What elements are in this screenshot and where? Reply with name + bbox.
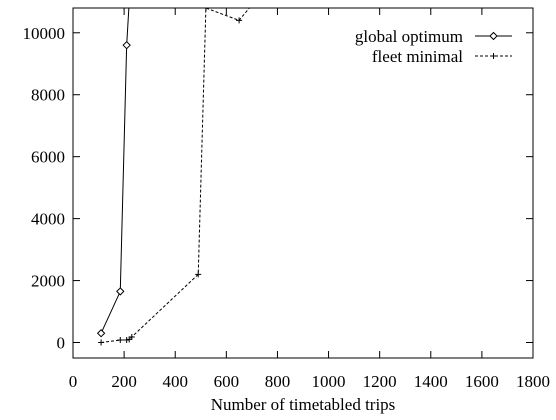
data-point [116,287,125,296]
legend-label: fleet minimal [372,47,463,66]
data-point [128,333,135,340]
x-axis-label: Number of timetabled trips [211,395,396,414]
data-point [202,8,209,11]
axis-ticks: 0 200 400 600 800 1000 1200 1400 1600 1800 0 2000 40… [23,8,550,391]
series-layer [96,8,250,346]
x-tick-label: 1000 [312,372,346,391]
series-line [100,8,130,334]
y-tick-label: 6000 [31,148,65,167]
x-tick-label: 1200 [363,372,397,391]
y-tick-label: 4000 [31,210,65,229]
x-tick-label: 0 [69,372,78,391]
data-point [117,337,124,344]
y-tick-label: 0 [57,334,66,353]
x-tick-label: 1800 [516,372,550,391]
legend-marker [490,53,497,59]
legend-marker [489,31,498,41]
x-tick-label: 400 [162,372,188,391]
y-tick-label: 10000 [23,24,66,43]
data-point [122,40,131,50]
series-0 [96,8,131,338]
x-tick-label: 1600 [465,372,499,391]
x-tick-label: 600 [214,372,240,391]
x-tick-label: 800 [265,372,291,391]
plot-area [72,7,534,359]
x-tick-label: 200 [111,372,137,391]
data-point [96,329,106,338]
legend-label: global optimum [355,27,463,46]
data-point [98,339,105,346]
y-tick-label: 2000 [31,272,65,291]
data-point [123,337,130,344]
data-point [195,271,202,278]
x-tick-label: 1400 [414,372,448,391]
series-1 [98,8,250,346]
data-point [236,17,243,24]
y-tick-label: 8000 [31,86,65,105]
